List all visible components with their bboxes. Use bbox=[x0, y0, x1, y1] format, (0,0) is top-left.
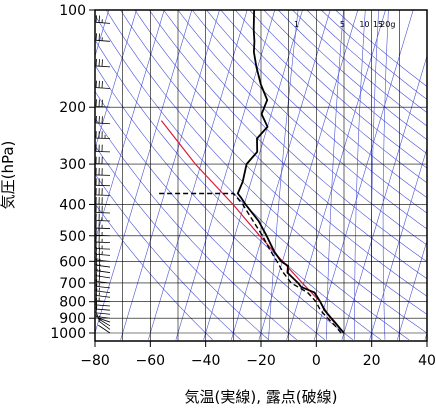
wind-barb-feather bbox=[99, 2, 100, 9]
x-tick-label: −40 bbox=[191, 353, 221, 369]
wind-barb-shaft bbox=[96, 249, 110, 250]
wind-barb-feather bbox=[96, 2, 97, 9]
mixing-ratio-label: 5 bbox=[340, 20, 345, 29]
y-axis-title: 気圧(hPa) bbox=[0, 141, 17, 210]
y-tick-label: 400 bbox=[59, 197, 86, 213]
wind-barb bbox=[96, 2, 110, 10]
x-axis-title: 気温(実線), 露点(破線) bbox=[185, 388, 338, 406]
wind-barb-feather bbox=[99, 16, 100, 23]
wind-barb-shaft bbox=[96, 242, 110, 243]
y-tick-label: 1000 bbox=[50, 326, 86, 342]
wind-barb-feather bbox=[96, 15, 97, 22]
y-tick-label: 300 bbox=[59, 157, 86, 173]
x-axis: −80 −60 −40 −20 0 20 40 bbox=[80, 341, 436, 369]
wind-barb-shaft bbox=[96, 235, 110, 236]
x-tick-label: −20 bbox=[246, 353, 276, 369]
y-tick-label: 900 bbox=[59, 311, 86, 327]
y-tick-label: 600 bbox=[59, 254, 86, 270]
y-tick-label: 800 bbox=[59, 295, 86, 311]
y-tick-label: 700 bbox=[59, 276, 86, 292]
y-tick-label: 200 bbox=[59, 100, 86, 116]
x-tick-label: −80 bbox=[80, 353, 110, 369]
x-tick-label: 20 bbox=[363, 353, 381, 369]
x-tick-label: −60 bbox=[136, 353, 166, 369]
mixing-ratio-label: 1 bbox=[294, 20, 299, 29]
x-tick-label: 0 bbox=[312, 353, 321, 369]
y-tick-label: 500 bbox=[59, 229, 86, 245]
y-tick-label: 100 bbox=[59, 3, 86, 19]
mixing-ratio-label: 10 bbox=[359, 20, 369, 29]
mixing-ratio-label: 20g bbox=[380, 20, 395, 29]
x-tick-label: 40 bbox=[418, 353, 436, 369]
